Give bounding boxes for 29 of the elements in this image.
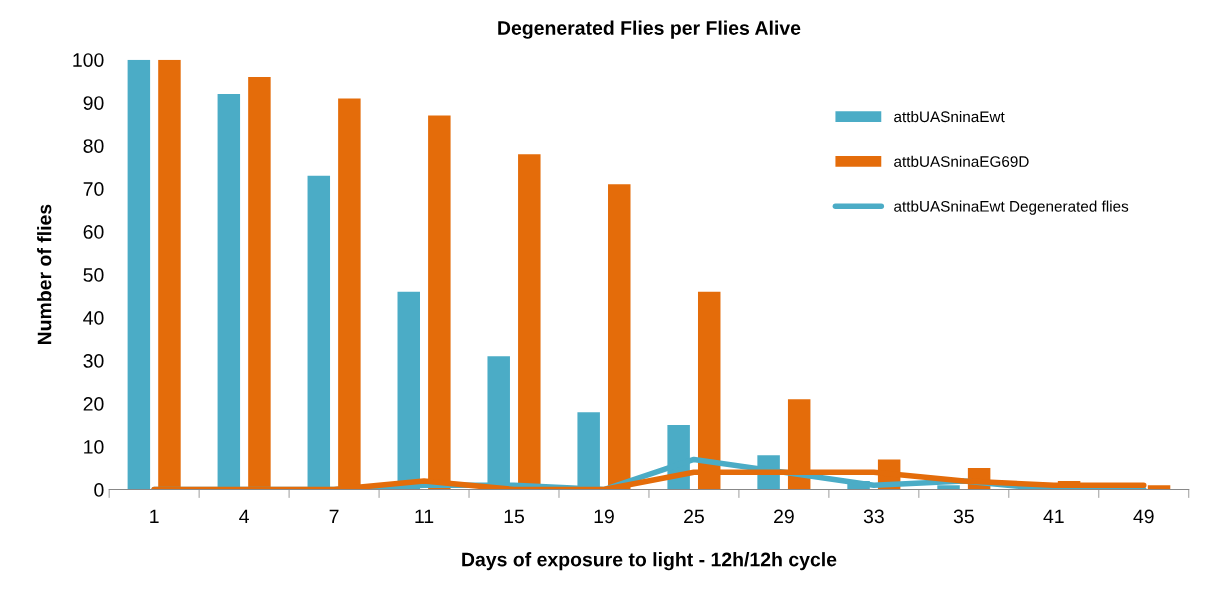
- y-tick-label: 60: [83, 225, 104, 239]
- y-tick-label: 90: [83, 96, 104, 110]
- y-tick-label: 30: [83, 354, 104, 368]
- y-tick-label: 20: [83, 397, 104, 411]
- chart-title: Degenerated Flies per Flies Alive: [498, 20, 801, 39]
- legend-label: attbUASninaEwt Degenerated flies: [894, 200, 1129, 215]
- y-axis-title: Number of flies: [37, 204, 52, 345]
- y-tick-label: 80: [83, 139, 104, 153]
- x-tick-label: 15: [504, 509, 525, 524]
- x-tick-label: 7: [329, 509, 339, 524]
- x-tick-label: 25: [684, 509, 704, 524]
- x-axis-title: Days of exposure to light - 12h/12h cycle: [462, 552, 837, 571]
- y-tick-label: 0: [94, 483, 104, 497]
- x-tick-label: 33: [863, 509, 884, 524]
- x-tick-label: 35: [953, 509, 974, 524]
- y-tick-label: 40: [83, 311, 104, 325]
- y-tick-label: 10: [84, 440, 104, 454]
- x-tick-label: 49: [1133, 509, 1154, 524]
- x-tick-label: 11: [415, 509, 434, 524]
- x-tick-label: 29: [774, 509, 794, 524]
- x-tick-label: 41: [1043, 509, 1064, 524]
- y-tick-label: 50: [83, 268, 104, 282]
- legend-label: attbUASninaEG69D: [894, 155, 1029, 167]
- x-tick-label: 1: [150, 509, 159, 524]
- x-tick-label: 4: [239, 509, 249, 524]
- legend-label: attbUASninaEwt: [894, 110, 1005, 123]
- y-tick-label: 70: [83, 182, 104, 196]
- y-tick-label: 100: [73, 53, 104, 67]
- x-tick-label: 19: [594, 509, 614, 524]
